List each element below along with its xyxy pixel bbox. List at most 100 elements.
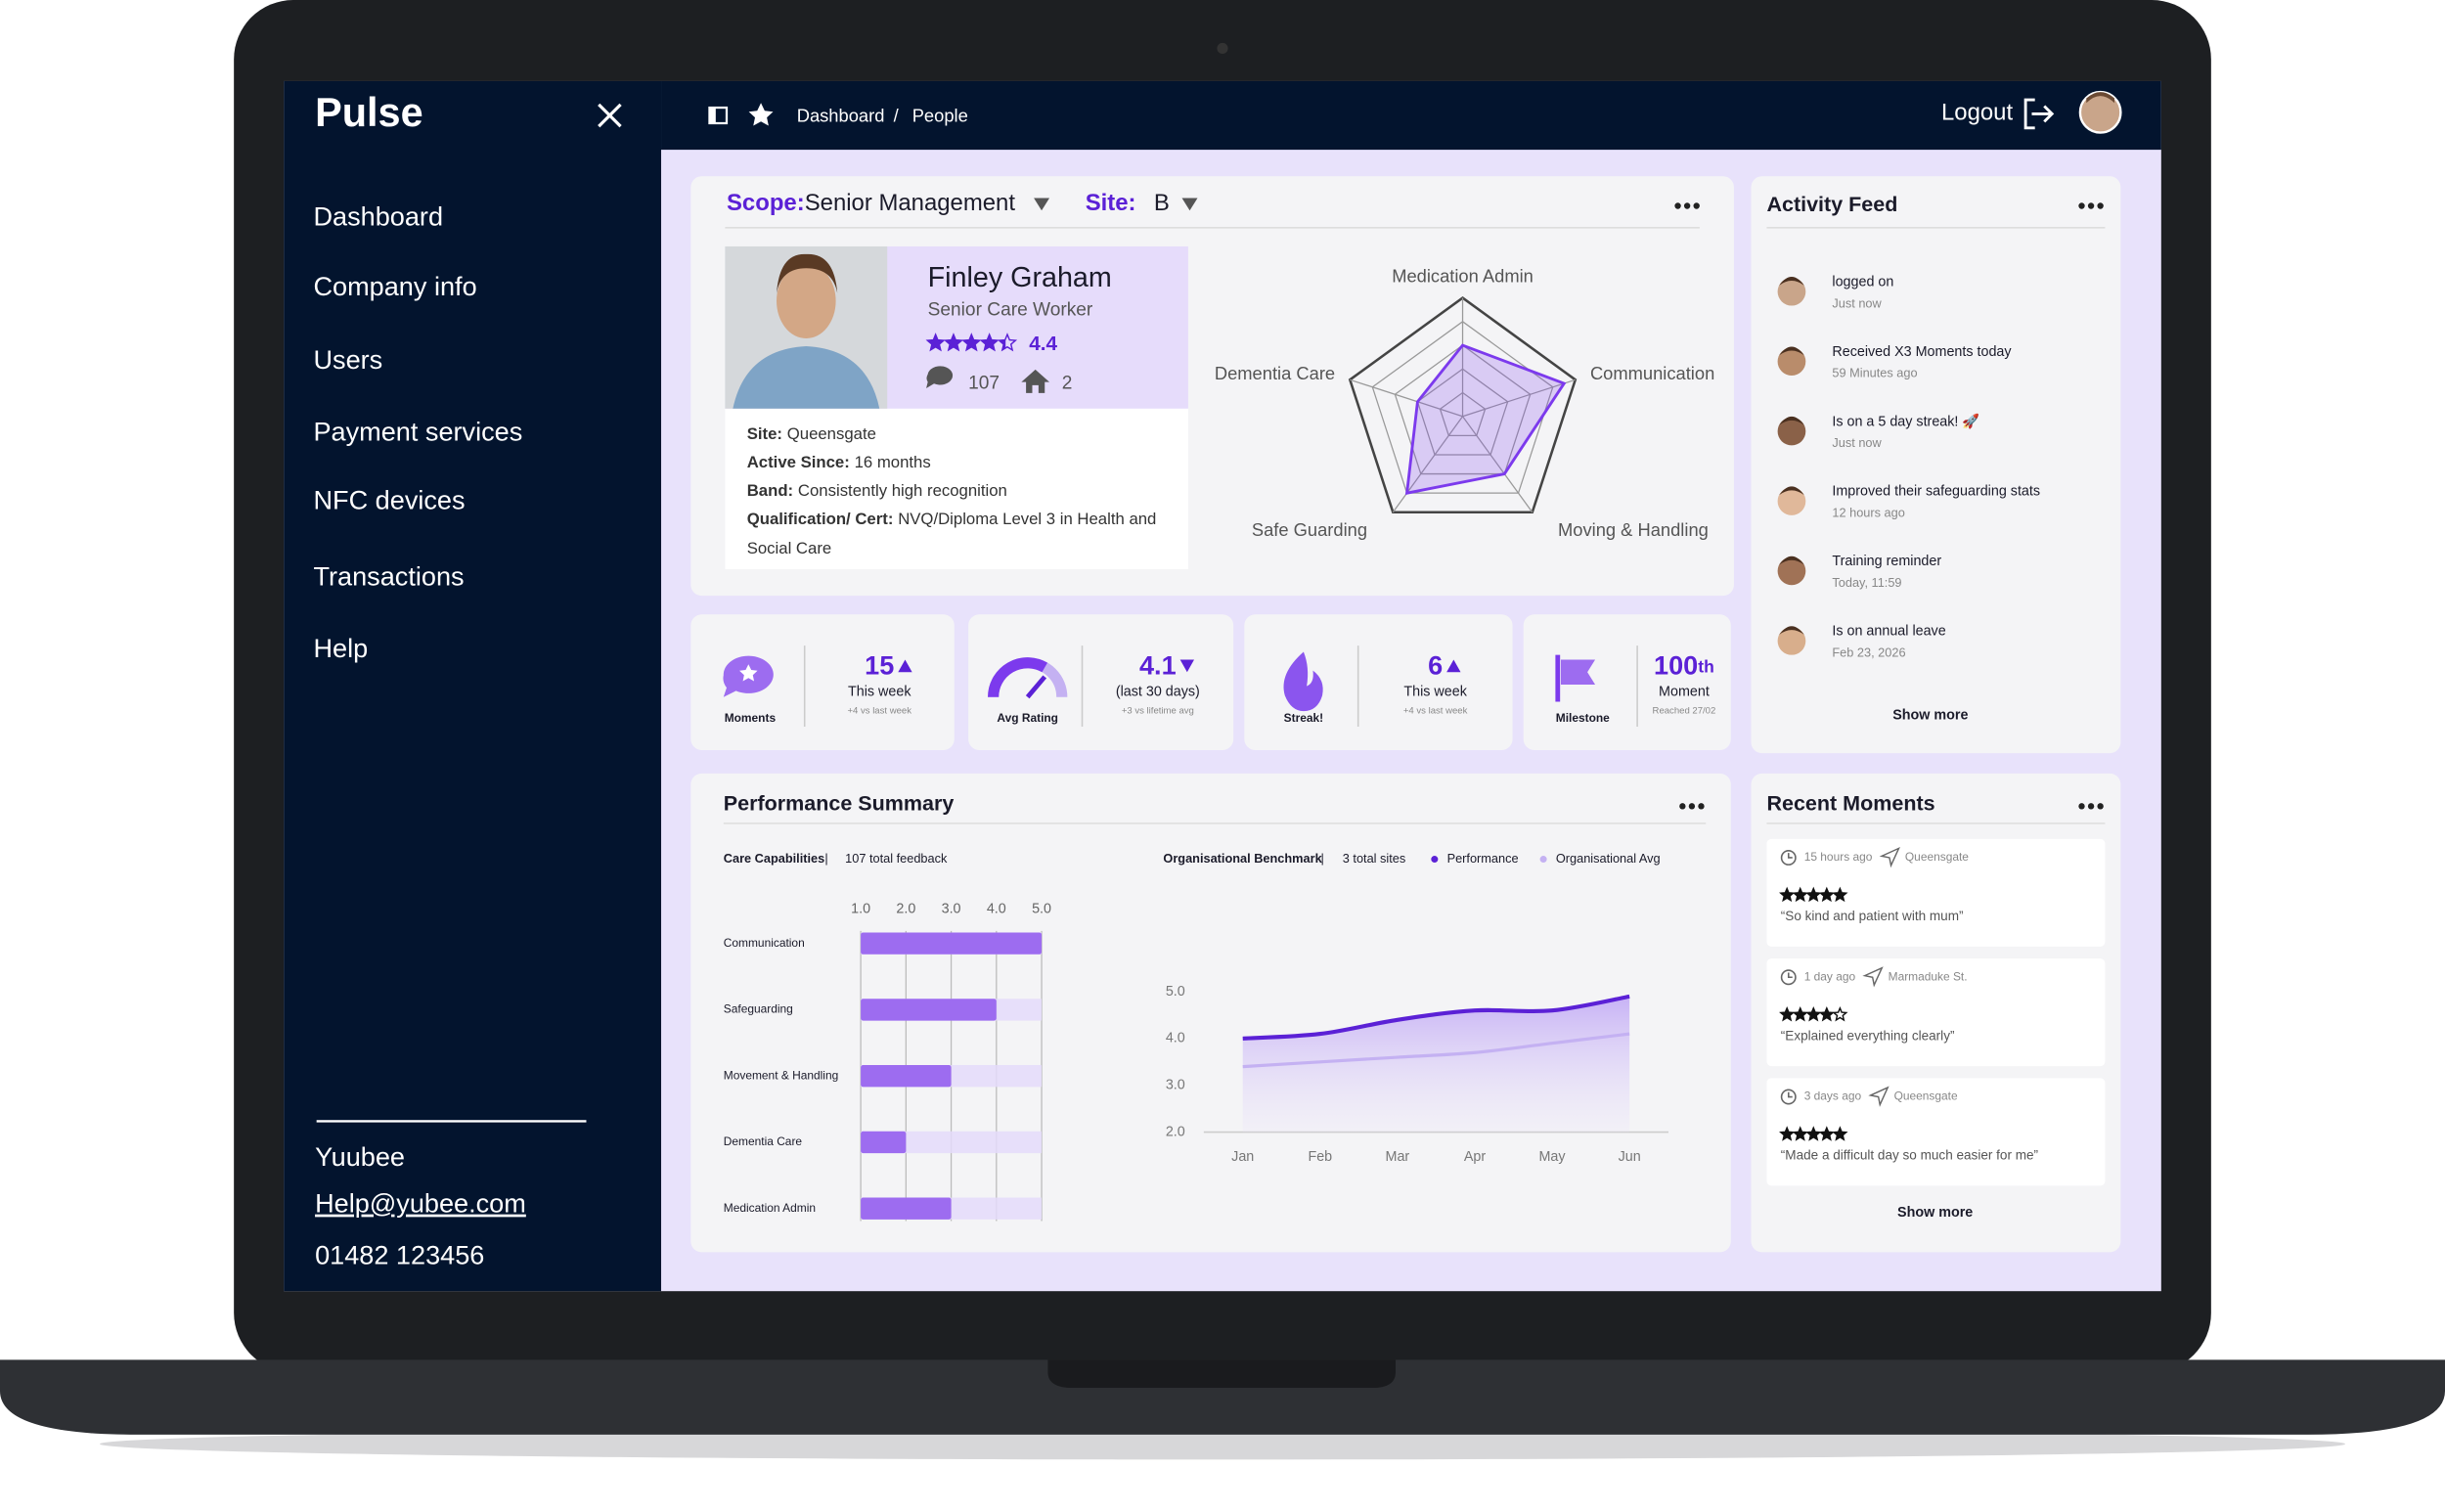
show-more[interactable]: Show more (1897, 1205, 1973, 1221)
feed-time: Just now (1832, 295, 1882, 310)
more-menu[interactable] (1674, 202, 1700, 209)
moment-location: Marmaduke St. (1889, 969, 1968, 983)
flame-icon (1283, 651, 1323, 712)
moments-title: Recent Moments (1766, 791, 1934, 815)
moment-box (1766, 958, 2106, 1067)
site-label: Site: (1086, 190, 1136, 216)
location-icon (1879, 846, 1900, 868)
feed-time: Feb 23, 2026 (1832, 645, 1905, 659)
performance-title: Performance Summary (724, 791, 955, 815)
dropdown-arrow[interactable] (1181, 198, 1198, 211)
moment-time: 1 day ago (1804, 969, 1856, 983)
feed-time: 12 hours ago (1832, 506, 1904, 520)
bar-label: Safeguarding (724, 1002, 793, 1016)
feed-avatar (1777, 626, 1806, 655)
gauge-icon (988, 657, 1048, 698)
scope-value[interactable]: Senior Management (805, 190, 1016, 216)
site-value[interactable]: B (1154, 190, 1170, 216)
detail-value: 16 months (855, 453, 931, 471)
moment-quote: “Made a difficult day so much easier for… (1781, 1148, 2039, 1163)
bar-chart-title: Care Capabilities (724, 851, 824, 866)
breadcrumb[interactable]: People (912, 105, 968, 125)
more-menu[interactable] (1679, 803, 1705, 810)
company: Yuubee (315, 1141, 405, 1172)
more-menu[interactable] (2078, 803, 2104, 810)
x-tick-label: 5.0 (1032, 901, 1051, 916)
feed-avatar (1777, 277, 1806, 306)
detail-label: Band: (747, 481, 793, 500)
star (999, 338, 1006, 350)
stat-card-bg (690, 614, 955, 750)
x-tick-label: Mar (1386, 1149, 1410, 1165)
stat-card-bg (1523, 614, 1731, 750)
logout-icon[interactable] (2023, 98, 2055, 130)
detail: Active Since: 16 months (747, 453, 931, 471)
email-link[interactable]: Help@yubee.com (315, 1188, 526, 1219)
clock-hands (1787, 853, 1793, 859)
scope-label: Scope: (727, 190, 805, 216)
nav-item[interactable]: Users (313, 344, 382, 375)
detail-label: Site: (747, 424, 782, 443)
radar-axis-label: Dementia Care (1215, 363, 1335, 383)
laptop-base (0, 1359, 2445, 1435)
close-icon[interactable] (598, 103, 622, 128)
breadcrumb[interactable]: Dashboard (797, 105, 885, 125)
feed-avatar (1777, 556, 1806, 586)
nav-item[interactable]: Payment services (313, 416, 522, 446)
detail-value-cont: Social Care (747, 539, 832, 557)
x-tick-label: 3.0 (942, 901, 961, 916)
moment-box (1766, 838, 2106, 947)
show-more[interactable]: Show more (1892, 708, 1968, 724)
home-count: 2 (1062, 373, 1073, 393)
trend-down (1179, 659, 1195, 673)
star (1780, 888, 1794, 901)
avatar[interactable] (2078, 90, 2122, 134)
radar-ring (1371, 321, 1554, 494)
stat-value-suffix: th (1698, 656, 1714, 676)
stat-value-number: 15 (865, 650, 894, 681)
star (1834, 888, 1846, 901)
radar-area (1404, 343, 1567, 495)
detail-label: Active Since: (747, 453, 850, 471)
x-tick-label: May (1539, 1149, 1567, 1165)
more-menu[interactable] (2078, 202, 2104, 209)
feed-avatar (1777, 487, 1806, 515)
camera (1217, 42, 1228, 55)
activity-card (1751, 176, 2121, 754)
stat-caption: This week (848, 685, 911, 700)
stat-value-number: 4.1 (1139, 650, 1177, 681)
nav-item[interactable]: Dashboard (313, 200, 443, 231)
stat-card: Streak! 6 This week +4 vs last week (1244, 614, 1513, 750)
nav-item[interactable]: Help (313, 633, 368, 663)
clock-hands (1787, 1091, 1793, 1098)
x-tick-label: 1.0 (851, 901, 870, 916)
detail: Qualification/ Cert: NVQ/Diploma Level 3 … (747, 510, 1157, 528)
radar-ring (1439, 391, 1487, 436)
location-icon (1868, 1086, 1889, 1107)
moments-icon-star (739, 664, 758, 682)
dropdown-arrow[interactable] (1034, 198, 1050, 211)
stat-label: Milestone (1556, 711, 1610, 725)
star-icon[interactable] (748, 103, 774, 126)
star (962, 334, 980, 350)
radar-ring (1348, 295, 1578, 514)
x-tick-label: 4.0 (987, 901, 1006, 916)
radar-ring (1416, 368, 1509, 456)
stat-value: 6 (1428, 650, 1443, 681)
profile-rating: 4.4 (1029, 333, 1057, 355)
nav-item[interactable]: NFC devices (313, 485, 465, 515)
star (1806, 1007, 1820, 1020)
moment-location: Queensgate (1905, 850, 1969, 864)
logout[interactable]: Logout (1941, 100, 2013, 126)
bar-chart-subtitle: 107 total feedback (845, 851, 948, 866)
home-icon (1021, 369, 1050, 393)
clock-icon (1780, 849, 1797, 866)
stat-value: 15 (865, 650, 894, 681)
nav-item[interactable]: Transactions (313, 561, 464, 592)
stat-note: +4 vs last week (1403, 706, 1468, 717)
legend-label: Performance (1447, 851, 1519, 866)
feed-avatar-hair (1779, 626, 1804, 635)
feed-avatar-hair (1779, 346, 1804, 356)
detail-label: Qualification/ Cert: (747, 510, 894, 528)
nav-item[interactable]: Company info (313, 271, 476, 301)
